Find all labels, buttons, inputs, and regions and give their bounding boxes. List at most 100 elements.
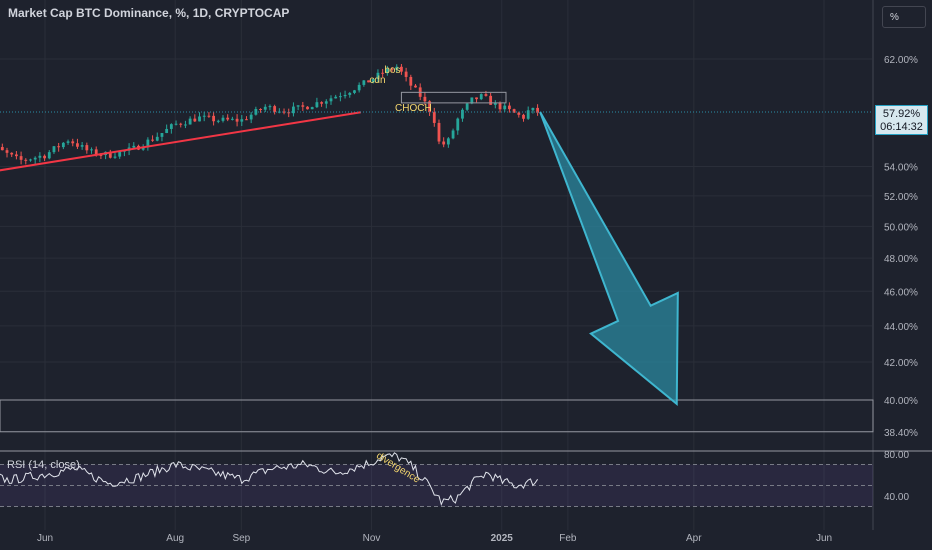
candle-body (10, 152, 14, 155)
candle-body (113, 156, 117, 158)
candle-body (296, 105, 300, 107)
candle-body (409, 76, 413, 86)
candle-body (273, 106, 277, 112)
time-tick-label: Nov (363, 533, 381, 544)
candle-body (522, 114, 525, 119)
candle-body (141, 147, 145, 150)
support-level-box (0, 399, 874, 433)
candle-body (226, 117, 230, 120)
time-tick-label: Jun (816, 533, 832, 544)
candle-body (470, 97, 474, 104)
cdn-label: cdn (369, 75, 385, 86)
candle-body (38, 155, 42, 158)
candle-body (155, 136, 159, 141)
candle-body (43, 155, 46, 159)
candle-body (202, 115, 206, 117)
chart-title: Market Cap BTC Dominance, %, 1D, CRYPTOC… (8, 6, 290, 20)
time-tick-label: 2025 (491, 533, 514, 544)
candle-body (287, 112, 291, 114)
candle-body (174, 123, 178, 125)
choch-box (400, 91, 507, 104)
candle-body (212, 115, 216, 122)
candle-body (14, 154, 18, 157)
candle-body (108, 151, 112, 158)
price-tick-label: 42.00% (884, 358, 918, 369)
candle-body (207, 115, 211, 117)
candle-body (343, 94, 347, 97)
candle-body (179, 123, 183, 125)
candle-body (536, 107, 539, 113)
candle-body (456, 118, 460, 131)
candle-body (503, 105, 507, 110)
candle-body (310, 107, 314, 110)
candle-body (19, 156, 23, 160)
candle-body (432, 112, 436, 123)
candle-body (301, 105, 305, 107)
time-tick-label: Aug (166, 533, 184, 544)
candle-body (371, 78, 375, 83)
candle-body (461, 109, 464, 119)
time-tick-label: Jun (37, 533, 53, 544)
candle-body (376, 72, 380, 79)
candle-body (517, 112, 521, 115)
candle-body (188, 118, 192, 125)
candle-body (489, 95, 493, 105)
candle-body (442, 141, 446, 145)
candle-body (80, 145, 84, 147)
candle-body (493, 102, 497, 105)
price-tick-label: 54.00% (884, 162, 918, 173)
time-tick-label: Sep (232, 533, 250, 544)
candle-body (235, 118, 239, 122)
candle-body (118, 151, 122, 157)
candle-body (508, 105, 511, 110)
candle-body (451, 130, 455, 139)
candle-body (479, 94, 483, 100)
price-tick-label: 50.00% (884, 222, 918, 233)
candle-body (381, 72, 385, 74)
candle-body (390, 68, 394, 70)
price-tick-label: 48.00% (884, 254, 918, 265)
price-tick-label: 46.00% (884, 287, 918, 298)
candle-body (329, 98, 333, 102)
time-tick-label: Apr (686, 533, 702, 544)
candle-body (94, 149, 98, 155)
candle-body (5, 150, 9, 153)
candle-body (404, 71, 408, 77)
candle-body (240, 119, 244, 122)
candle-body (52, 146, 56, 153)
candle-body (47, 152, 51, 159)
candle-body (315, 102, 319, 108)
candle-body (90, 149, 93, 151)
candle-body (526, 110, 530, 119)
candle-body (33, 157, 37, 160)
candle-body (29, 159, 32, 161)
candle-body (306, 106, 309, 110)
candle-body (221, 117, 225, 121)
candle-body (367, 80, 370, 83)
rsi-line (0, 452, 539, 507)
candle-body (338, 96, 342, 98)
candle-body (259, 109, 262, 111)
candle-body (362, 80, 366, 85)
countdown-timer: 06:14:32 (880, 121, 923, 133)
projection-arrow (539, 111, 679, 406)
candle-body (282, 111, 286, 113)
candle-body (61, 142, 65, 148)
candle-body (357, 84, 361, 91)
candle-body (184, 124, 187, 126)
candle-body (230, 118, 234, 120)
candle-body (437, 122, 441, 142)
price-tick-label: 62.00% (884, 55, 918, 66)
candle-body (151, 139, 154, 141)
candle-body (385, 68, 389, 74)
price-tick-label: 44.00% (884, 322, 918, 333)
candle-body (85, 145, 89, 151)
unit-button[interactable]: % (882, 6, 926, 28)
candle-body (71, 141, 75, 144)
candle-body (165, 128, 169, 134)
rsi-tick-label: 40.00 (884, 492, 909, 503)
candle-body (57, 146, 61, 148)
choch-label: CHOCH (395, 103, 432, 114)
candle-body (334, 96, 338, 99)
